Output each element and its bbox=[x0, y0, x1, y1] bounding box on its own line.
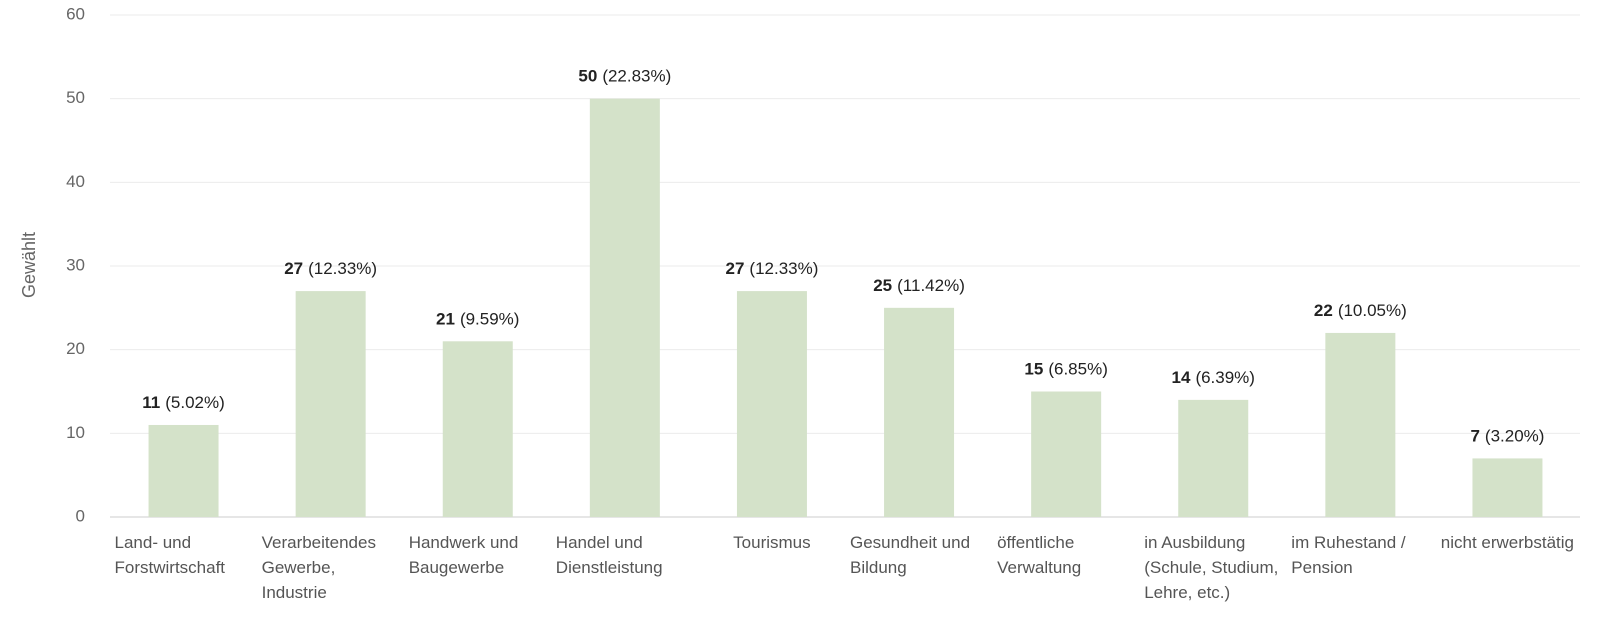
y-axis-label: Gewählt bbox=[19, 232, 39, 298]
data-label: 25 (11.42%) bbox=[873, 276, 965, 295]
data-label: 27 (12.33%) bbox=[725, 260, 818, 279]
x-tick-text: Handwerk und Baugewerbe bbox=[408, 533, 519, 577]
y-tick-label: 30 bbox=[66, 255, 85, 274]
data-label: 15 (6.85%) bbox=[1024, 360, 1107, 379]
y-tick-label: 40 bbox=[66, 172, 85, 191]
y-tick-label: 10 bbox=[66, 423, 85, 442]
bar bbox=[148, 424, 219, 517]
x-tick-text: öffentliche Verwaltung bbox=[997, 533, 1082, 577]
data-label-share: (12.33%) bbox=[308, 260, 377, 279]
x-tick-label: Handwerk und Baugewerbe bbox=[404, 530, 551, 580]
x-tick-label: öffentliche Verwaltung bbox=[993, 530, 1140, 580]
data-label: 21 (9.59%) bbox=[436, 310, 519, 329]
x-tick-text: Handel und Dienstleistung bbox=[555, 533, 663, 577]
x-tick-label: im Ruhestand / Pension bbox=[1287, 530, 1434, 580]
data-label-share: (3.20%) bbox=[1485, 427, 1545, 446]
bar bbox=[1472, 458, 1543, 517]
data-label-share: (22.83%) bbox=[602, 67, 671, 86]
bar bbox=[295, 291, 366, 517]
x-tick-text: Gesundheit und Bildung bbox=[850, 533, 971, 577]
x-tick-text: Land- und Forstwirtschaft bbox=[114, 533, 226, 577]
y-tick-label: 0 bbox=[76, 506, 85, 525]
y-tick-label: 60 bbox=[66, 4, 85, 23]
data-label-value: 21 bbox=[436, 310, 455, 329]
bar bbox=[1031, 391, 1102, 517]
x-tick-label: Gesundheit und Bildung bbox=[846, 530, 993, 580]
data-label-share: (11.42%) bbox=[897, 276, 965, 295]
y-tick-label: 50 bbox=[66, 88, 85, 107]
data-label-value: 11 bbox=[142, 393, 160, 412]
data-label-value: 14 bbox=[1172, 368, 1191, 387]
bar bbox=[589, 98, 660, 518]
data-label-share: (6.85%) bbox=[1048, 360, 1108, 379]
data-label: 11 (5.02%) bbox=[142, 393, 225, 412]
data-label: 14 (6.39%) bbox=[1172, 368, 1255, 387]
data-label-share: (9.59%) bbox=[460, 310, 520, 329]
data-label-value: 25 bbox=[873, 276, 892, 295]
data-label-value: 27 bbox=[284, 260, 303, 279]
bar bbox=[1178, 399, 1249, 517]
x-tick-text: nicht erwerbstätig bbox=[1440, 533, 1574, 552]
data-label-share: (6.39%) bbox=[1195, 368, 1255, 387]
data-label-share: (12.33%) bbox=[749, 260, 818, 279]
data-label-share: (10.05%) bbox=[1338, 301, 1407, 320]
data-label-value: 22 bbox=[1314, 301, 1333, 320]
data-label-value: 15 bbox=[1024, 360, 1043, 379]
x-tick-text: Verarbeitendes Gewerbe, Industrie bbox=[261, 533, 376, 602]
data-label: 22 (10.05%) bbox=[1314, 301, 1407, 320]
x-tick-label: Handel und Dienstleistung bbox=[551, 530, 698, 580]
data-label-share: (5.02%) bbox=[165, 393, 225, 412]
x-tick-text: im Ruhestand / Pension bbox=[1291, 533, 1406, 577]
data-label: 7 (3.20%) bbox=[1470, 427, 1544, 446]
data-label: 50 (22.83%) bbox=[578, 67, 671, 86]
data-label: 27 (12.33%) bbox=[284, 260, 377, 279]
x-tick-label: nicht erwerbstätig bbox=[1434, 530, 1581, 555]
x-tick-label: Tourismus bbox=[698, 530, 845, 555]
bar bbox=[442, 341, 513, 517]
x-tick-label: Land- und Forstwirtschaft bbox=[110, 530, 257, 580]
bar bbox=[1325, 332, 1396, 517]
data-label-value: 27 bbox=[725, 260, 744, 279]
x-tick-label: in Ausbildung (Schule, Studium, Lehre, e… bbox=[1140, 530, 1287, 605]
y-tick-label: 20 bbox=[66, 339, 85, 358]
x-tick-text: in Ausbildung (Schule, Studium, Lehre, e… bbox=[1144, 533, 1279, 602]
x-tick-label: Verarbeitendes Gewerbe, Industrie bbox=[257, 530, 404, 605]
bar bbox=[736, 291, 807, 517]
data-label-value: 7 bbox=[1470, 427, 1479, 446]
x-tick-text: Tourismus bbox=[733, 533, 811, 552]
data-label-value: 50 bbox=[578, 67, 597, 86]
bar bbox=[884, 307, 955, 517]
